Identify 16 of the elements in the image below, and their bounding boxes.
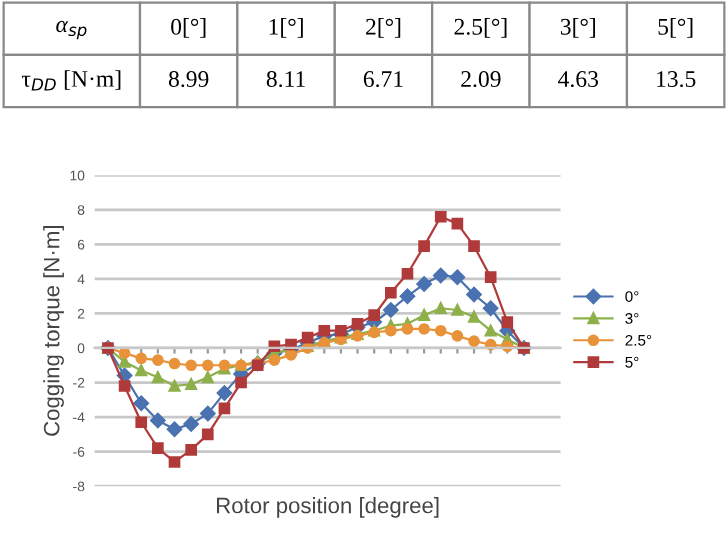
- category-label: 2[°]: [366, 18, 401, 38]
- x-axis-title: Rotor position [degree]: [217, 497, 439, 518]
- text: α$_{sp}$: [56, 20, 87, 40]
- data-label: 13.5: [657, 71, 696, 88]
- category-label: 2.5[°]: [454, 18, 507, 38]
- data-label: 8.99: [168, 71, 209, 88]
- data-label: 2.09: [461, 71, 501, 88]
- category-label: 1[°]: [269, 18, 303, 38]
- y-axis-title: Cogging torque [N·m]: [43, 226, 64, 436]
- category-label: 3[°]: [560, 18, 595, 38]
- data-label: 8.11: [266, 71, 305, 88]
- data-label: 4.63: [558, 71, 599, 88]
- category-label: 0[°]: [171, 18, 206, 38]
- category-label: 5[°]: [658, 18, 693, 38]
- text: τ$_{DD}$ [N·m]: [21, 70, 121, 91]
- data-label: 6.71: [363, 71, 403, 88]
